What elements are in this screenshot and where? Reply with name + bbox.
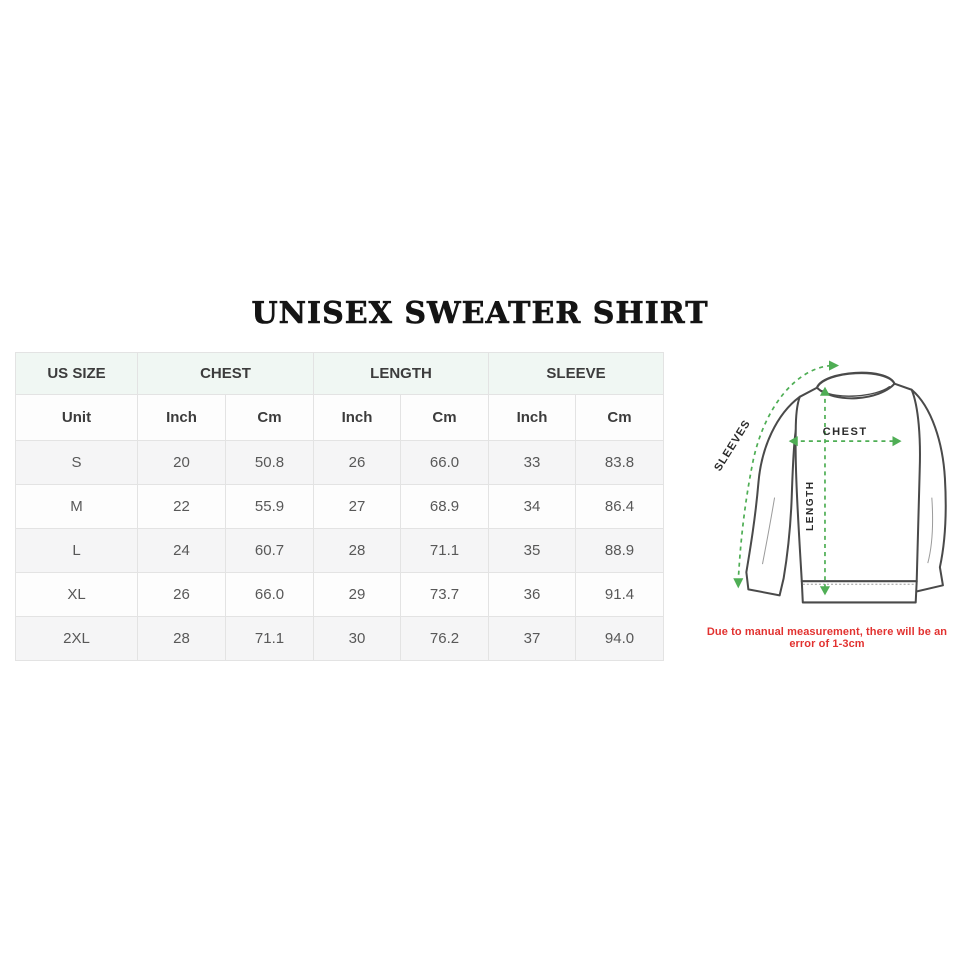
column-header-sleeve: SLEEVE	[488, 352, 665, 395]
unit-header-length-cm: Cm	[399, 394, 490, 441]
unit-header-chest-inch: Inch	[137, 394, 226, 441]
table-row-s: S 20 50.8 26 66.0 33 83.8	[15, 440, 665, 485]
column-header-length: LENGTH	[312, 352, 490, 395]
chest-label: CHEST	[823, 426, 868, 438]
measurement-cell: 68.9	[399, 484, 490, 529]
measurement-cell: 28	[137, 616, 226, 661]
table-unit-header-row: Unit Inch Cm Inch Cm Inch Cm	[15, 394, 665, 441]
sleeve-arrowhead-bottom	[733, 578, 744, 589]
measurement-cell: 88.9	[575, 528, 665, 573]
measurement-cell: 50.8	[225, 440, 314, 485]
column-header-us-size: US SIZE	[15, 352, 138, 395]
measurement-cell: 28	[313, 528, 401, 573]
chest-arrowhead-right	[892, 436, 902, 447]
sweater-hem-band	[800, 580, 918, 604]
sweater-left-sleeve	[745, 395, 801, 597]
measurement-cell: 29	[313, 572, 401, 617]
measurement-cell: 33	[488, 440, 577, 485]
sweater-line-drawing: CHEST SLEEVES LENGTH	[712, 360, 947, 604]
measurement-cell: 26	[313, 440, 401, 485]
sleeves-label: SLEEVES	[712, 418, 753, 474]
table-row-m: M 22 55.9 27 68.9 34 86.4	[15, 484, 665, 529]
measurement-cell: 83.8	[575, 440, 665, 485]
size-cell: M	[15, 484, 138, 529]
length-label: LENGTH	[805, 480, 816, 531]
measurement-cell: 35	[488, 528, 577, 573]
unit-header-sleeve-inch: Inch	[488, 394, 577, 441]
column-header-chest: CHEST	[137, 352, 314, 395]
measurement-cell: 26	[137, 572, 226, 617]
measurement-cell: 71.1	[225, 616, 314, 661]
measurement-cell: 86.4	[575, 484, 665, 529]
measurement-error-note: Due to manual measurement, there will be…	[706, 626, 948, 650]
measurement-cell: 73.7	[399, 572, 490, 617]
measurement-cell: 66.0	[399, 440, 490, 485]
measurement-cell: 76.2	[399, 616, 490, 661]
size-cell: L	[15, 528, 138, 573]
size-cell: S	[15, 440, 138, 485]
size-cell: 2XL	[15, 616, 138, 661]
measurement-cell: 27	[313, 484, 401, 529]
table-row-xl: XL 26 66.0 29 73.7 36 91.4	[15, 572, 665, 617]
size-chart-table: US SIZE CHEST LENGTH SLEEVE Unit Inch Cm…	[15, 352, 665, 661]
measurement-cell: 34	[488, 484, 577, 529]
sweater-body	[794, 371, 921, 583]
sweater-measurement-diagram: CHEST SLEEVES LENGTH	[702, 346, 954, 624]
measurement-cell: 60.7	[225, 528, 314, 573]
unit-header-chest-cm: Cm	[225, 394, 314, 441]
table-row-2xl: 2XL 28 71.1 30 76.2 37 94.0	[15, 616, 665, 661]
table-row-l: L 24 60.7 28 71.1 35 88.9	[15, 528, 665, 573]
chest-arrowhead-left	[788, 436, 798, 447]
page-title: UNISEX SWEATER SHIRT	[251, 296, 709, 332]
right-sleeve-fold-line	[927, 497, 934, 564]
unit-header-label: Unit	[15, 394, 138, 441]
sleeve-arrowhead-top	[829, 360, 840, 371]
measurement-cell: 66.0	[225, 572, 314, 617]
sweater-collar	[815, 372, 896, 389]
measurement-cell: 24	[137, 528, 226, 573]
length-arrowhead-bottom	[819, 586, 831, 596]
unit-header-sleeve-cm: Cm	[575, 394, 665, 441]
left-sleeve-fold-line	[761, 497, 776, 565]
measurement-cell: 55.9	[225, 484, 314, 529]
sleeve-measure-arrow-line	[737, 364, 832, 581]
unit-header-length-inch: Inch	[313, 394, 401, 441]
length-arrowhead-top	[819, 386, 831, 396]
table-group-header-row: US SIZE CHEST LENGTH SLEEVE	[15, 352, 665, 395]
measurement-cell: 94.0	[575, 616, 665, 661]
measurement-cell: 30	[313, 616, 401, 661]
size-cell: XL	[15, 572, 138, 617]
measurement-cell: 20	[137, 440, 226, 485]
measurement-cell: 71.1	[399, 528, 490, 573]
measurement-cell: 37	[488, 616, 577, 661]
measurement-cell: 91.4	[575, 572, 665, 617]
measurement-cell: 36	[488, 572, 577, 617]
measurement-cell: 22	[137, 484, 226, 529]
